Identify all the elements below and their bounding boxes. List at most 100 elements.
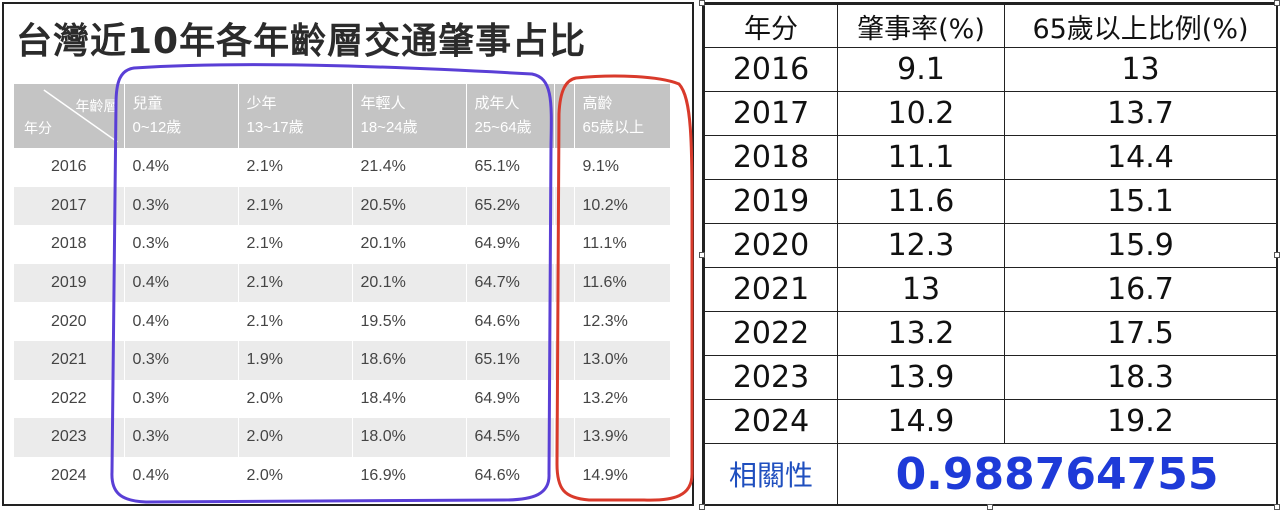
value-cell: 65.1% bbox=[466, 340, 555, 380]
year-cell: 2019 bbox=[14, 263, 125, 303]
column-header-adult: 成年人 25~64歲 bbox=[466, 84, 555, 148]
table-row: 2021 0.3% 1.9% 18.6% 65.1% 13.0% bbox=[14, 340, 671, 380]
column-name: 年輕人 bbox=[360, 95, 406, 112]
value-cell: 65.1% bbox=[466, 148, 555, 187]
value-cell: 20.1% bbox=[352, 263, 467, 303]
year-cell: 2023 bbox=[14, 418, 125, 457]
value-cell: 18.6% bbox=[352, 340, 467, 380]
year-cell: 2017 bbox=[14, 186, 125, 226]
column-header-child: 兒童 0~12歲 bbox=[124, 84, 239, 148]
value-cell: 19.5% bbox=[352, 302, 467, 341]
corner-column-label: 年齡層 bbox=[75, 98, 118, 114]
column-gap bbox=[554, 84, 575, 148]
value-cell: 64.9% bbox=[466, 225, 555, 264]
column-name: 少年 bbox=[246, 95, 277, 112]
table-row: 2020 0.4% 2.1% 19.5% 64.6% 12.3% bbox=[14, 302, 671, 341]
year-cell: 2024 bbox=[704, 399, 838, 444]
value-cell: 18.4% bbox=[352, 379, 467, 419]
value-cell: 13.9% bbox=[574, 418, 671, 457]
age-group-table-body: 2016 0.4% 2.1% 21.4% 65.1% 9.1% 2017 0.3% 2.1% 20… bbox=[14, 148, 671, 496]
value-cell: 13.0% bbox=[574, 340, 671, 380]
table-row: 2023 13.9 18.3 bbox=[704, 355, 1277, 400]
resize-handle[interactable] bbox=[987, 504, 993, 510]
elderly-ratio-cell: 18.3 bbox=[1004, 355, 1277, 400]
resize-handle[interactable] bbox=[699, 504, 705, 510]
table-row: 2019 0.4% 2.1% 20.1% 64.7% 11.6% bbox=[14, 263, 671, 303]
table-row: 2018 11.1 14.4 bbox=[704, 135, 1277, 180]
value-cell: 64.6% bbox=[466, 456, 555, 496]
value-cell: 0.4% bbox=[124, 148, 239, 187]
year-cell: 2023 bbox=[704, 355, 838, 400]
header-row: 年分 肇事率(%) 65歲以上比例(%) bbox=[704, 4, 1277, 48]
table-row: 2022 0.3% 2.0% 18.4% 64.9% 13.2% bbox=[14, 379, 671, 419]
value-cell: 2.1% bbox=[238, 263, 353, 303]
accident-rate-cell: 13 bbox=[837, 267, 1005, 312]
value-cell: 20.1% bbox=[352, 225, 467, 264]
value-cell: 13.2% bbox=[574, 379, 671, 419]
year-cell: 2020 bbox=[704, 223, 838, 268]
accident-rate-cell: 13.2 bbox=[837, 311, 1005, 356]
correlation-row: 相關性 0.988764755 bbox=[704, 443, 1277, 505]
column-range: 13~17歲 bbox=[246, 119, 304, 136]
year-cell: 2016 bbox=[14, 148, 125, 187]
year-cell: 2018 bbox=[704, 135, 838, 180]
resize-handle[interactable] bbox=[1274, 0, 1280, 6]
table-row: 2016 0.4% 2.1% 21.4% 65.1% 9.1% bbox=[14, 148, 671, 187]
correlation-table: 年分 肇事率(%) 65歲以上比例(%) 2016 9.1 13 2017 10.2 13… bbox=[704, 4, 1277, 505]
correlation-table-body: 2016 9.1 13 2017 10.2 13.7 2018 11.1 14.4 2019 11.… bbox=[704, 47, 1277, 444]
value-cell: 0.3% bbox=[124, 418, 239, 457]
column-gap bbox=[554, 186, 575, 226]
column-gap bbox=[554, 340, 575, 380]
table-row: 2019 11.6 15.1 bbox=[704, 179, 1277, 224]
column-name: 成年人 bbox=[474, 95, 520, 112]
column-gap bbox=[554, 379, 575, 419]
value-cell: 9.1% bbox=[574, 148, 671, 187]
value-cell: 2.0% bbox=[238, 456, 353, 496]
value-cell: 2.1% bbox=[238, 186, 353, 226]
column-gap bbox=[554, 302, 575, 341]
page-title: 台灣近10年各年齡層交通肇事占比 bbox=[16, 21, 587, 62]
resize-handle[interactable] bbox=[699, 252, 705, 258]
column-gap bbox=[554, 263, 575, 303]
resize-handle[interactable] bbox=[1274, 504, 1280, 510]
correlation-label: 相關性 bbox=[704, 443, 838, 505]
column-gap bbox=[554, 456, 575, 496]
header-row: 年齡層 年分 兒童 0~12歲 少年 13~17歲 年輕人 18~24歲 成年人 25~… bbox=[14, 84, 671, 148]
value-cell: 11.1% bbox=[574, 225, 671, 264]
elderly-ratio-cell: 15.1 bbox=[1004, 179, 1277, 224]
resize-handle[interactable] bbox=[1274, 252, 1280, 258]
value-cell: 0.3% bbox=[124, 379, 239, 419]
value-cell: 0.3% bbox=[124, 225, 239, 264]
column-name: 兒童 bbox=[132, 95, 163, 112]
accident-rate-cell: 14.9 bbox=[837, 399, 1005, 444]
value-cell: 0.4% bbox=[124, 302, 239, 341]
value-cell: 0.4% bbox=[124, 456, 239, 496]
column-range: 65歲以上 bbox=[582, 119, 645, 136]
value-cell: 64.9% bbox=[466, 379, 555, 419]
resize-handle[interactable] bbox=[699, 0, 705, 6]
table-row: 2020 12.3 15.9 bbox=[704, 223, 1277, 268]
accident-rate-cell: 9.1 bbox=[837, 47, 1005, 92]
value-cell: 64.6% bbox=[466, 302, 555, 341]
column-name: 高齡 bbox=[582, 95, 613, 112]
value-cell: 14.9% bbox=[574, 456, 671, 496]
value-cell: 16.9% bbox=[352, 456, 467, 496]
table-row: 2021 13 16.7 bbox=[704, 267, 1277, 312]
value-cell: 18.0% bbox=[352, 418, 467, 457]
value-cell: 0.3% bbox=[124, 340, 239, 380]
column-header-young-adult: 年輕人 18~24歲 bbox=[352, 84, 467, 148]
elderly-ratio-cell: 13 bbox=[1004, 47, 1277, 92]
value-cell: 0.3% bbox=[124, 186, 239, 226]
value-cell: 2.1% bbox=[238, 148, 353, 187]
value-cell: 1.9% bbox=[238, 340, 353, 380]
column-gap bbox=[554, 418, 575, 457]
accident-rate-cell: 10.2 bbox=[837, 91, 1005, 136]
value-cell: 64.7% bbox=[466, 263, 555, 303]
accident-rate-cell: 13.9 bbox=[837, 355, 1005, 400]
table-row: 2023 0.3% 2.0% 18.0% 64.5% 13.9% bbox=[14, 418, 671, 457]
column-header-elderly: 高齡 65歲以上 bbox=[574, 84, 671, 148]
left-panel: 台灣近10年各年齡層交通肇事占比 年齡層 年分 兒童 0~12歲 少年 13~17歲… bbox=[2, 2, 694, 506]
accident-rate-cell: 12.3 bbox=[837, 223, 1005, 268]
table-row: 2016 9.1 13 bbox=[704, 47, 1277, 92]
elderly-ratio-cell: 13.7 bbox=[1004, 91, 1277, 136]
